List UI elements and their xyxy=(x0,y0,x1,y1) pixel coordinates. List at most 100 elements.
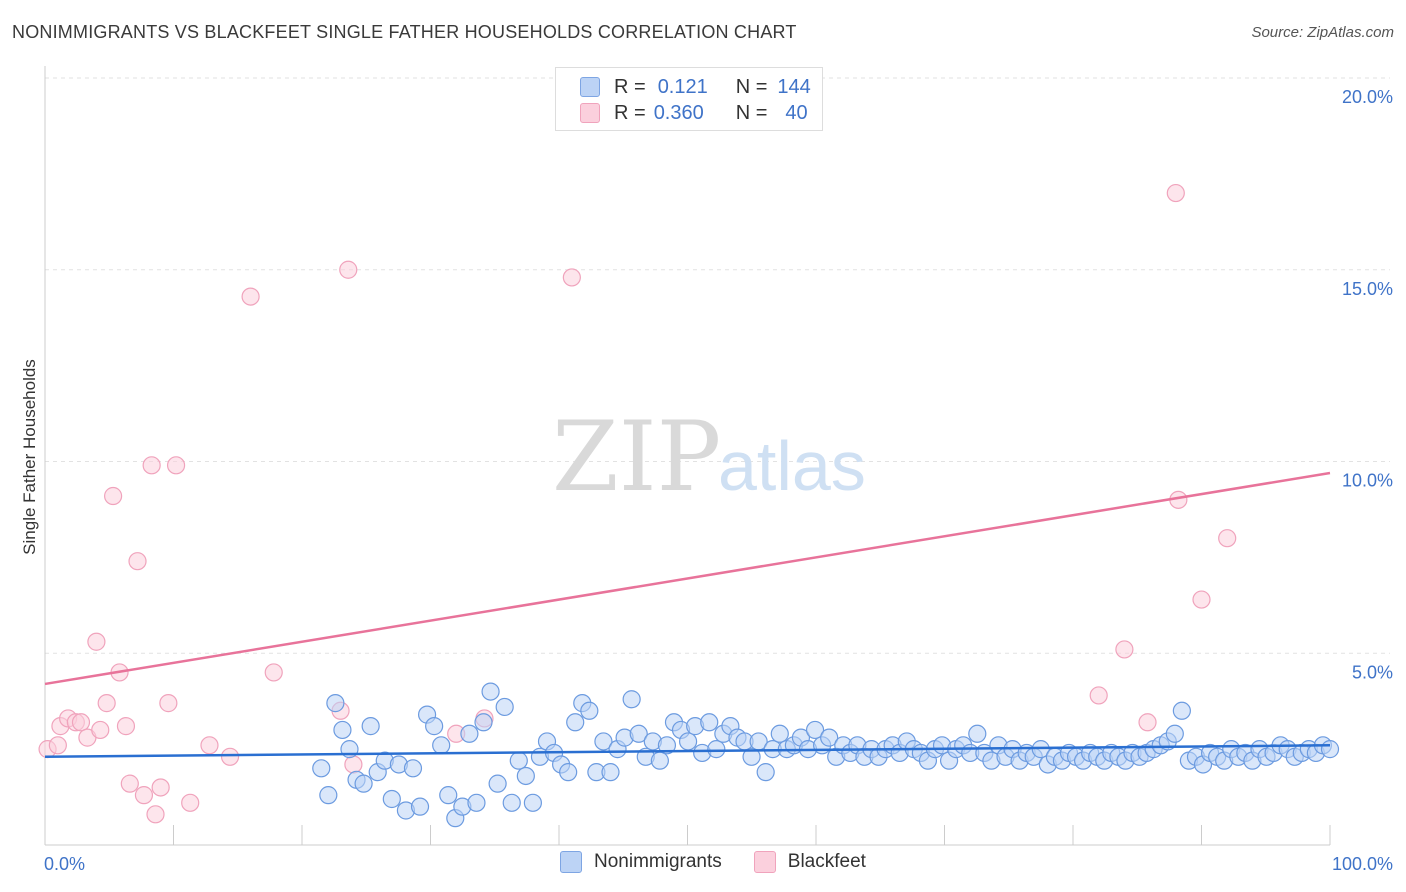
blackfeet-point xyxy=(151,778,170,797)
nonimmigrants-point xyxy=(432,736,451,755)
blackfeet-point xyxy=(128,552,147,571)
nonimmigrants-point xyxy=(678,732,698,751)
blackfeet-swatch xyxy=(753,851,776,873)
x-tick-labels: 0.0% 100.0% xyxy=(44,854,1393,874)
blackfeet-point xyxy=(344,755,363,774)
blackfeet-point xyxy=(142,456,161,475)
y-tick-label: 10.0% xyxy=(1342,471,1393,491)
blackfeet-point xyxy=(1138,713,1157,732)
legend-n-value: 40 xyxy=(785,101,808,124)
nonimmigrants-point xyxy=(460,724,479,743)
nonimmigrants-point xyxy=(580,701,599,720)
nonimmigrants-trendline xyxy=(44,744,1331,759)
watermark-zip: ZIP xyxy=(552,401,721,513)
blackfeet-point xyxy=(1218,529,1237,548)
nonimmigrants-point xyxy=(805,720,825,740)
legend-n-label: N = xyxy=(735,101,768,124)
legend-r-label: R = xyxy=(614,101,646,124)
blackfeet-point xyxy=(181,793,200,812)
nonimmigrants-point xyxy=(566,713,585,732)
blackfeet-point xyxy=(146,805,165,824)
legend-row-blackfeet: R = 0.360 N = 40 xyxy=(580,101,808,125)
trendlines xyxy=(44,471,1331,759)
nonimmigrants-point xyxy=(382,789,401,809)
blackfeet-point xyxy=(116,717,136,736)
blackfeet-point xyxy=(1166,183,1185,203)
nonimmigrants-point xyxy=(474,713,493,732)
y-tick-label: 15.0% xyxy=(1342,279,1393,299)
blackfeet-point xyxy=(220,747,240,766)
nonimmigrants-point xyxy=(495,697,514,717)
source-credit: Source: ZipAtlas.com xyxy=(1251,24,1394,41)
nonimmigrants-point xyxy=(1165,724,1184,743)
legend-n-label: N = xyxy=(735,75,768,98)
blackfeet-point xyxy=(91,720,110,740)
blackfeet-trendline xyxy=(44,471,1331,686)
nonimmigrants-point xyxy=(820,728,839,747)
nonimmigrants-point xyxy=(756,763,775,782)
nonimmigrants-point xyxy=(629,724,648,743)
blackfeet-point xyxy=(241,287,260,306)
legend-item-blackfeet: Blackfeet xyxy=(753,851,866,873)
blackfeet-point xyxy=(339,260,358,279)
nonimmigrants-point xyxy=(467,793,486,812)
nonimmigrants-point xyxy=(516,766,535,786)
gridlines xyxy=(45,77,1390,654)
nonimmigrants-point xyxy=(326,694,345,713)
blackfeet-point xyxy=(120,774,139,793)
blackfeet-point xyxy=(48,736,67,755)
nonimmigrants-point xyxy=(742,747,761,766)
blackfeet-point xyxy=(264,663,283,682)
y-axis-label: Single Father Households xyxy=(20,359,39,555)
nonimmigrants-point xyxy=(594,732,613,751)
legend-n-value: 144 xyxy=(777,75,811,98)
nonimmigrants-point xyxy=(502,793,521,812)
y-tick-label: 5.0% xyxy=(1352,662,1393,682)
watermark: ZIP atlas xyxy=(552,401,866,513)
blackfeet-point xyxy=(1192,590,1211,609)
legend-row-nonimmigrants: R = 0.121 N = 144 xyxy=(580,75,811,99)
nonimmigrants-point xyxy=(361,717,380,736)
x-ticks xyxy=(44,825,1331,845)
nonimmigrants-point xyxy=(968,724,987,743)
x-tick-label: 0.0% xyxy=(44,854,85,874)
blackfeet-point xyxy=(1115,640,1134,659)
nonimmigrants-point xyxy=(312,759,331,778)
nonimmigrants-point xyxy=(657,736,677,755)
nonimmigrants-point xyxy=(354,774,373,793)
legend-r-value: 0.360 xyxy=(653,101,704,124)
blackfeet-point xyxy=(71,713,91,732)
legend-item-nonimmigrants: Nonimmigrants xyxy=(560,851,722,873)
nonimmigrants-point xyxy=(1172,701,1191,720)
nonimmigrants-point xyxy=(410,797,430,816)
nonimmigrants-point xyxy=(622,690,641,709)
nonimmigrants-point xyxy=(439,786,458,805)
blackfeet-swatch xyxy=(580,103,600,123)
blackfeet-point xyxy=(134,786,154,805)
correlation-legend: R = 0.121 N = 144 R = 0.360 N = 40 xyxy=(555,67,823,131)
blackfeet-point xyxy=(166,456,186,475)
y-tick-label: 20.0% xyxy=(1342,87,1393,107)
series-legend: Nonimmigrants Blackfeet xyxy=(560,851,898,873)
nonimmigrants-swatch xyxy=(560,851,582,873)
blackfeet-point xyxy=(104,486,123,506)
nonimmigrants-point xyxy=(650,751,669,770)
nonimmigrants-point xyxy=(319,786,338,805)
nonimmigrants-swatch xyxy=(580,77,600,97)
nonimmigrants-point xyxy=(481,682,500,701)
nonimmigrants-points xyxy=(312,682,1340,828)
legend-label: Nonimmigrants xyxy=(594,851,722,872)
nonimmigrants-point xyxy=(425,717,444,736)
blackfeet-point xyxy=(562,268,581,287)
nonimmigrants-point xyxy=(700,713,719,732)
blackfeet-point xyxy=(87,632,106,651)
nonimmigrants-point xyxy=(523,793,542,812)
chart-title: NONIMMIGRANTS VS BLACKFEET SINGLE FATHER… xyxy=(12,22,797,42)
legend-r-value: 0.121 xyxy=(657,75,708,98)
y-tick-labels: 5.0% 10.0% 15.0% 20.0% xyxy=(1342,87,1393,682)
nonimmigrants-point xyxy=(559,763,578,782)
nonimmigrants-point xyxy=(403,759,423,778)
nonimmigrants-point xyxy=(1320,740,1340,759)
nonimmigrants-point xyxy=(601,763,620,782)
